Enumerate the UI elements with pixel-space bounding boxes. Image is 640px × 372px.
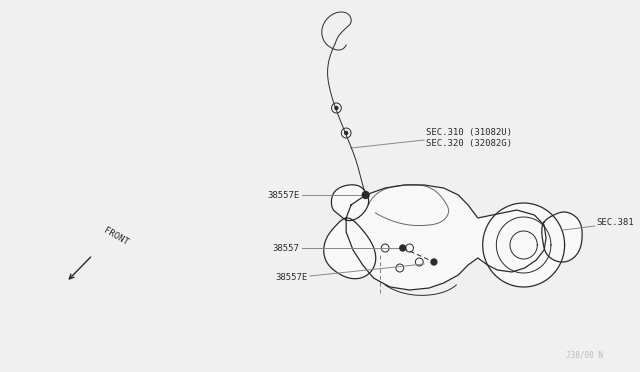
Circle shape <box>362 192 369 199</box>
Polygon shape <box>542 212 582 262</box>
Circle shape <box>431 259 437 265</box>
Polygon shape <box>346 185 546 290</box>
Circle shape <box>335 106 338 109</box>
Text: SEC.381: SEC.381 <box>596 218 634 227</box>
Text: SEC.310 (31082U): SEC.310 (31082U) <box>426 128 512 137</box>
Polygon shape <box>332 185 369 221</box>
Polygon shape <box>483 203 564 287</box>
Circle shape <box>400 245 406 251</box>
Text: 38557: 38557 <box>273 244 300 253</box>
Circle shape <box>345 131 348 135</box>
Text: SEC.320 (32082G): SEC.320 (32082G) <box>426 139 512 148</box>
Text: 38557E: 38557E <box>267 190 300 199</box>
Text: 38557E: 38557E <box>275 273 307 282</box>
Polygon shape <box>324 218 376 279</box>
Text: FRONT: FRONT <box>102 226 130 247</box>
Text: J38/00 N: J38/00 N <box>566 351 603 360</box>
